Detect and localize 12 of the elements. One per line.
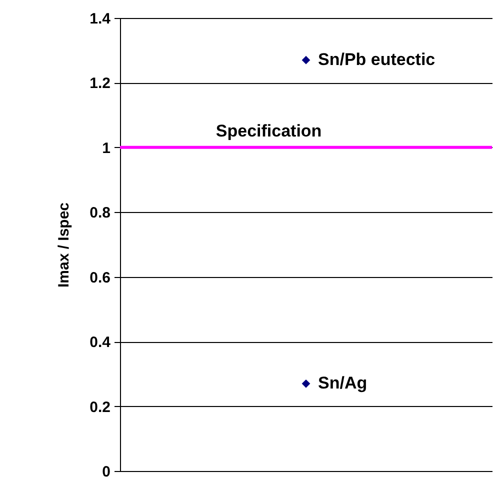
series-label: Sn/Pb eutectic: [318, 50, 436, 70]
ref-line-label: Specification: [216, 121, 322, 140]
y-tick-label: 1.2: [90, 75, 110, 92]
y-tick-label: 1: [102, 140, 110, 157]
y-tick-label: 0.2: [90, 398, 110, 416]
y-axis-title: Imax / Ispec: [56, 202, 73, 288]
y-tick-label: 0.8: [90, 204, 110, 222]
y-tick-label: 0: [102, 464, 110, 480]
series-label: Sn/Ag: [318, 374, 368, 393]
y-tick-label: 1.4: [90, 10, 112, 28]
y-tick-label: 0.6: [90, 269, 110, 286]
y-tick-label: 0.4: [90, 334, 112, 352]
